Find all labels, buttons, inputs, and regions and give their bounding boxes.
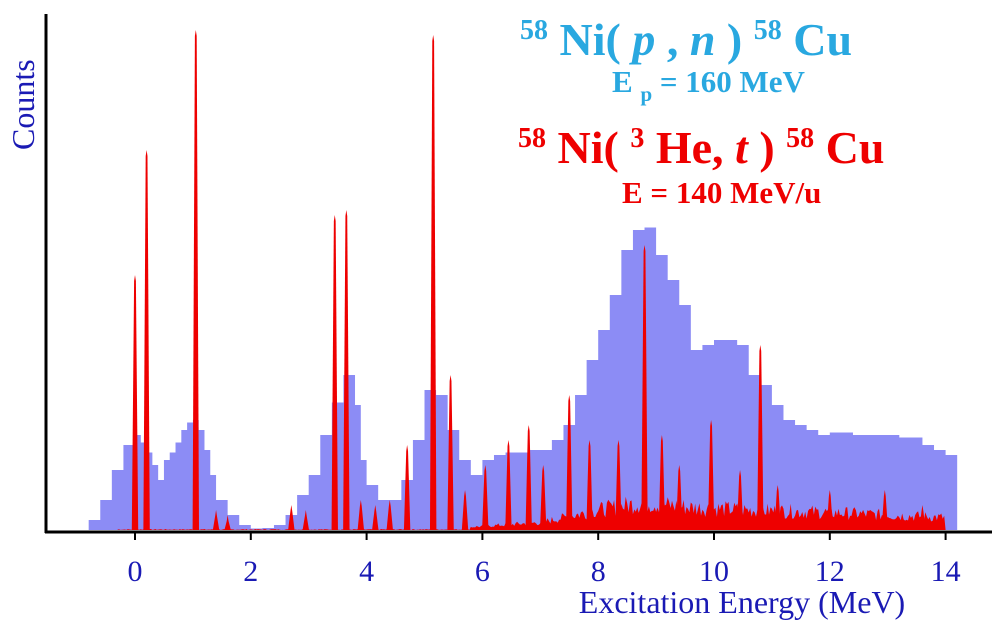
he3t-peak-30 [826, 490, 833, 530]
legend-he3t-reaction: 58 Ni( 3 He, t ) 58 Cu [518, 106, 884, 173]
x-tick-label-4: 4 [359, 555, 374, 588]
he3t-peak-8 [343, 210, 350, 530]
he3t-peak-2 [192, 30, 199, 530]
he3t-peak-13 [429, 35, 437, 530]
x-tick-label-10: 10 [699, 555, 729, 588]
he3t-peak-23 [641, 245, 648, 530]
he3t-peak-27 [736, 470, 744, 530]
he3t-peak-20 [566, 395, 573, 530]
he3t-peak-28 [757, 345, 764, 530]
he3t-peak-1 [143, 150, 150, 530]
he3t-peak-9 [357, 500, 365, 530]
he3t-peak-18 [525, 425, 532, 530]
x-ticks: 0 2 4 6 8 10 12 14 [128, 532, 961, 588]
he3t-peak-29 [774, 485, 781, 530]
he3t-peak-24 [658, 435, 666, 530]
he3t-peak-16 [482, 465, 489, 530]
he3t-peak-14 [447, 375, 454, 530]
he3t-peak-31 [881, 490, 889, 530]
he3t-peak-11 [386, 500, 393, 530]
he3t-peak-6 [302, 510, 310, 530]
he3t-peak-26 [707, 420, 715, 530]
he3t-series-layer [117, 30, 946, 530]
pn-histogram-area [77, 227, 958, 530]
he3t-peak-7 [331, 215, 338, 530]
he3t-peak-32 [919, 505, 926, 530]
he3t-peak-5 [288, 505, 295, 530]
he3t-peak-21 [586, 440, 593, 530]
x-tick-label-6: 6 [475, 555, 490, 588]
he3t-peak-25 [676, 465, 683, 530]
x-tick-label-12: 12 [815, 555, 845, 588]
legend-pn-mass1: 58 [520, 15, 548, 46]
x-axis-title: Excitation Energy (MeV) [579, 584, 905, 620]
he3t-peak-3 [212, 510, 220, 530]
x-tick-label-0: 0 [128, 555, 143, 588]
he3t-peak-4 [224, 515, 231, 530]
he3t-peak-22 [615, 440, 622, 530]
legend-he3t-energy: E = 140 MeV/u [622, 175, 821, 210]
y-axis-title: Counts [5, 59, 41, 150]
x-tick-label-2: 2 [243, 555, 258, 588]
x-tick-label-8: 8 [591, 555, 606, 588]
x-tick-label-14: 14 [931, 555, 961, 588]
pn-series-layer [77, 227, 958, 530]
he3t-peak-12 [403, 445, 411, 530]
legend-pn-reaction: 58 Ni( p , n ) 58 Cu [520, 0, 852, 65]
legend-pn-energy: E p = 160 MeV [612, 64, 806, 108]
he3t-peak-0 [131, 275, 139, 530]
he3t-peak-19 [539, 465, 547, 530]
he3t-peak-10 [372, 505, 379, 530]
he3t-peak-17 [505, 440, 512, 530]
he3t-peak-15 [461, 490, 469, 530]
